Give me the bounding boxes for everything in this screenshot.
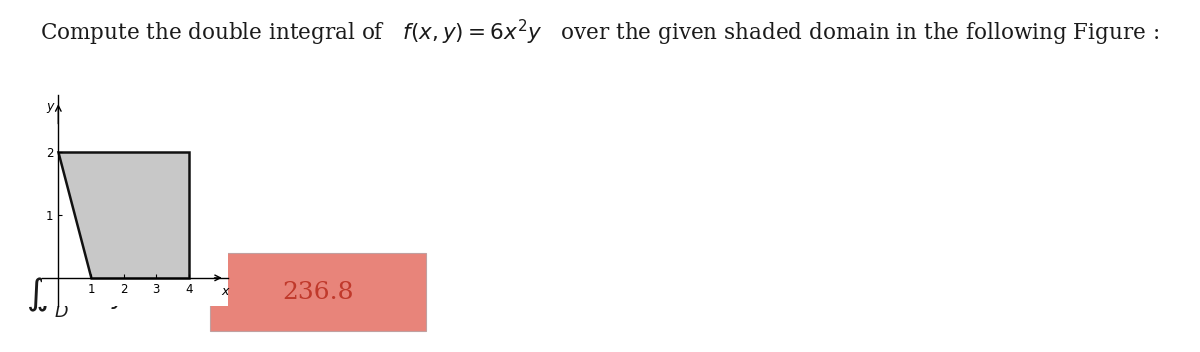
Text: Compute the double integral of   $f(x, y) = 6x^2y$   over the given shaded domai: Compute the double integral of $f(x, y) … bbox=[41, 18, 1159, 48]
Text: $x$: $x$ bbox=[222, 285, 232, 298]
FancyBboxPatch shape bbox=[210, 253, 426, 331]
Text: $\iint_D 6x^2y\,dA = $: $\iint_D 6x^2y\,dA = $ bbox=[26, 275, 188, 320]
Polygon shape bbox=[59, 152, 188, 278]
Text: 236.8: 236.8 bbox=[282, 281, 354, 304]
Text: $y$: $y$ bbox=[47, 101, 56, 115]
